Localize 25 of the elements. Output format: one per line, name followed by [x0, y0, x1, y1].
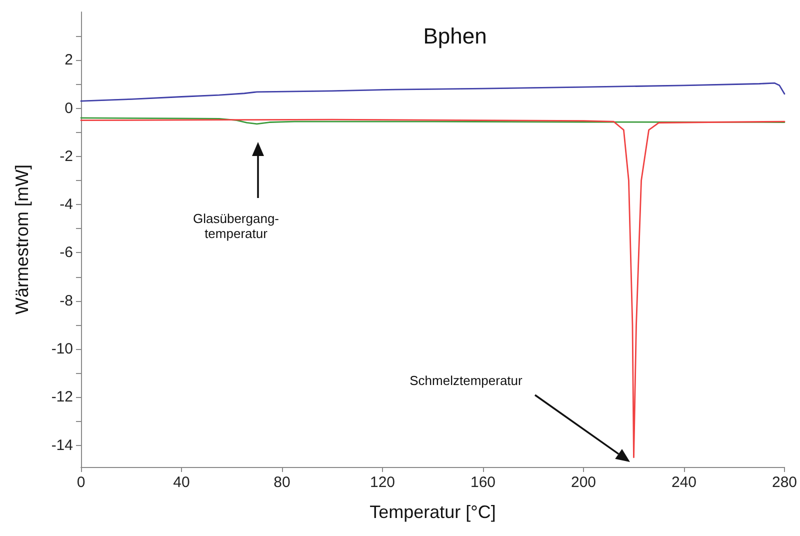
x-tick-label: 120	[370, 474, 396, 491]
x-tick-label: 80	[274, 474, 290, 491]
y-tick-label: 2	[64, 52, 73, 69]
y-tick-label: -12	[51, 388, 73, 406]
line-series	[80, 117, 786, 125]
x-tick-label: 240	[671, 474, 697, 491]
y-tick-label: -10	[51, 340, 73, 358]
x-tick-label: 40	[173, 474, 190, 491]
line-series	[80, 118, 786, 458]
line-series	[80, 82, 786, 102]
x-axis-title: Temperatur [°C]	[370, 502, 496, 522]
x-tick-label: 160	[470, 474, 496, 491]
x-tick-label: 200	[570, 474, 596, 491]
y-tick-label: -8	[60, 292, 73, 310]
y-axis-title: Wärmestrom [mW]	[12, 164, 32, 314]
annotation: Schmelztemperatur	[410, 372, 522, 388]
text: Bphen	[423, 24, 487, 48]
y-tick-label: 0	[64, 100, 73, 117]
x-tick-label: 280	[772, 474, 797, 491]
x-tick-label: 0	[76, 474, 86, 491]
y-tick-label: -2	[60, 148, 73, 165]
y-tick-label: -4	[60, 196, 73, 214]
annotation: Glasübergang-temperatur	[192, 211, 280, 241]
y-tick-label: -14	[51, 436, 73, 454]
y-tick-label: -6	[60, 244, 73, 262]
